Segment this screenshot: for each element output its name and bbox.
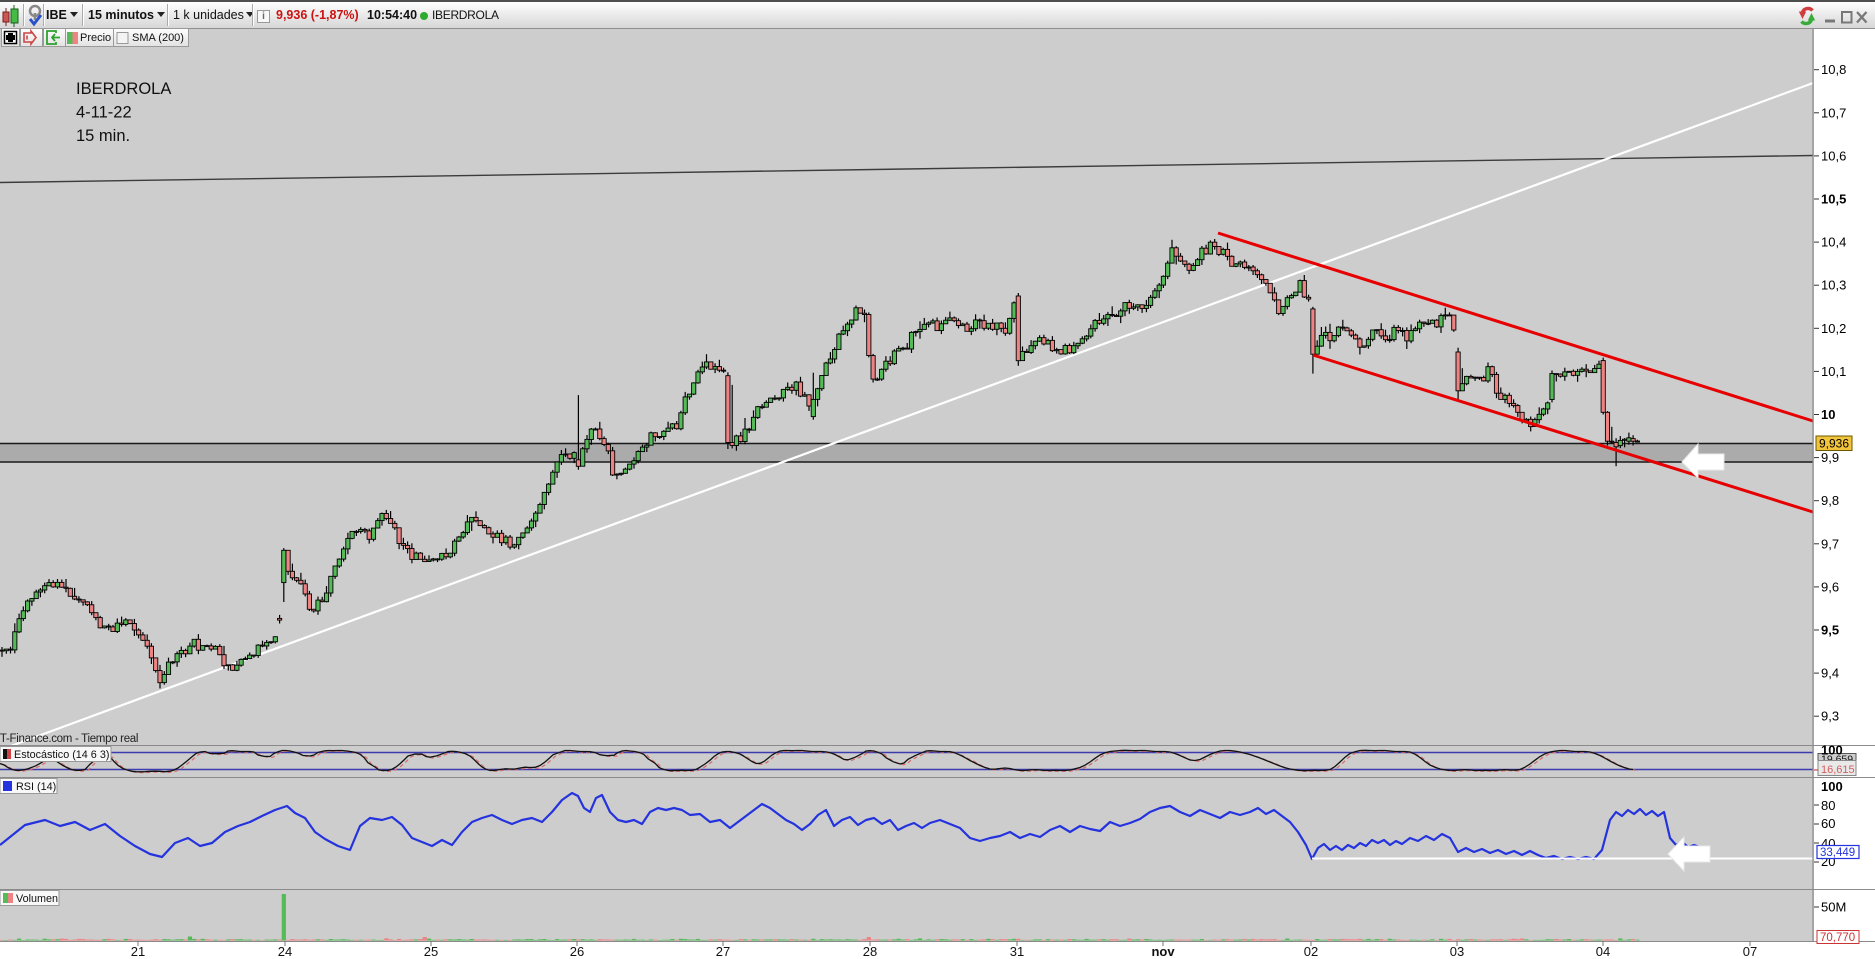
svg-text:9,9: 9,9 xyxy=(1821,450,1839,465)
svg-text:IBERDROLA: IBERDROLA xyxy=(76,80,171,98)
svg-text:04: 04 xyxy=(1596,944,1610,959)
svg-text:03: 03 xyxy=(1450,944,1464,959)
svg-text:10,6: 10,6 xyxy=(1821,148,1846,163)
svg-text:26: 26 xyxy=(570,944,584,959)
svg-text:100: 100 xyxy=(1821,743,1843,758)
svg-text:15 min.: 15 min. xyxy=(76,127,130,145)
svg-text:10,2: 10,2 xyxy=(1821,321,1846,336)
svg-text:24: 24 xyxy=(278,944,292,959)
svg-text:31: 31 xyxy=(1010,944,1024,959)
svg-text:10,4: 10,4 xyxy=(1821,235,1846,250)
svg-text:9,5: 9,5 xyxy=(1821,623,1839,638)
svg-text:9,936: 9,936 xyxy=(1819,437,1849,451)
svg-text:60: 60 xyxy=(1821,816,1835,831)
svg-text:10,8: 10,8 xyxy=(1821,62,1846,77)
svg-text:100: 100 xyxy=(1821,779,1843,794)
svg-text:9,3: 9,3 xyxy=(1821,709,1839,724)
svg-text:21: 21 xyxy=(131,944,145,959)
svg-text:9,6: 9,6 xyxy=(1821,579,1839,594)
svg-text:nov: nov xyxy=(1151,944,1175,959)
svg-text:9,8: 9,8 xyxy=(1821,493,1839,508)
svg-text:80: 80 xyxy=(1821,798,1835,813)
svg-text:Estocástico (14 6 3): Estocástico (14 6 3) xyxy=(14,749,109,761)
svg-text:70,770: 70,770 xyxy=(1820,932,1855,944)
svg-text:Volumen: Volumen xyxy=(16,893,58,905)
svg-text:9,4: 9,4 xyxy=(1821,666,1839,681)
svg-text:28: 28 xyxy=(863,944,877,959)
svg-text:4-11-22: 4-11-22 xyxy=(76,104,132,122)
svg-text:RSI (14): RSI (14) xyxy=(16,781,56,793)
svg-text:33,449: 33,449 xyxy=(1820,847,1855,859)
svg-text:02: 02 xyxy=(1304,944,1318,959)
svg-text:IT-Finance.com - Tiempo real: IT-Finance.com - Tiempo real xyxy=(0,733,138,745)
svg-text:10: 10 xyxy=(1821,407,1835,422)
svg-text:27: 27 xyxy=(716,944,730,959)
svg-text:10,5: 10,5 xyxy=(1821,192,1846,207)
svg-text:10,3: 10,3 xyxy=(1821,278,1846,293)
svg-text:10,7: 10,7 xyxy=(1821,105,1846,120)
svg-text:9,7: 9,7 xyxy=(1821,536,1839,551)
svg-text:16,615: 16,615 xyxy=(1821,764,1855,776)
svg-text:07: 07 xyxy=(1743,944,1757,959)
svg-text:50M: 50M xyxy=(1821,900,1846,915)
svg-text:25: 25 xyxy=(424,944,438,959)
svg-text:10,1: 10,1 xyxy=(1821,364,1846,379)
